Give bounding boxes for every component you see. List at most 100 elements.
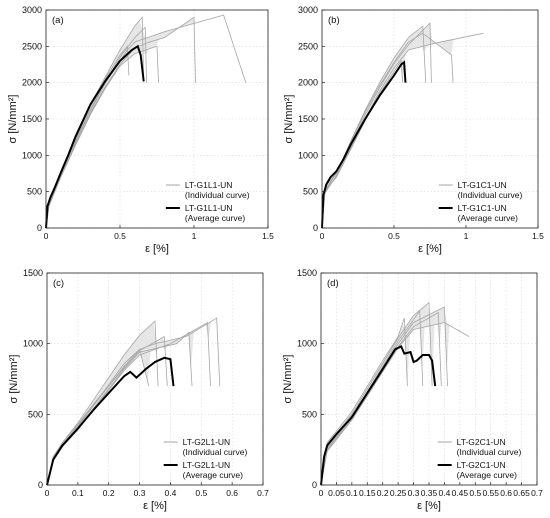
panel-label: (b) — [328, 15, 340, 26]
x-tick-label: 0.25 — [390, 488, 407, 498]
legend-description-average: (Average curve) — [185, 213, 245, 223]
y-tick-label: 0 — [312, 480, 317, 490]
panel-d: 0 0.05 0.1 0.15 0.2 0.25 0.3 0.35 0.4 0.45 0.5 0.55… — [282, 268, 543, 512]
x-tick-label: 0 — [320, 231, 325, 241]
x-tick-label: 0.55 — [482, 488, 499, 498]
x-tick-label: 1.5 — [262, 231, 274, 241]
average-curve — [320, 345, 437, 486]
individual-curve — [320, 306, 448, 486]
y-tick-label: 1500 — [22, 114, 42, 124]
x-tick-label: 1 — [192, 231, 197, 241]
average-curve — [321, 60, 407, 229]
y-tick-label: 1000 — [298, 150, 318, 160]
x-tick-label: 0.5 — [195, 488, 207, 498]
x-axis-label: ε [%] — [417, 500, 441, 512]
y-tick-label: 500 — [28, 409, 43, 419]
x-tick-label: 0.4 — [165, 488, 177, 498]
x-tick-label: 0.45 — [452, 488, 469, 498]
individual-curve — [45, 45, 130, 229]
legend-label-individual: LT-G2L1-UN — [183, 437, 231, 447]
x-tick-label: 0.3 — [134, 488, 146, 498]
panel-label: (c) — [53, 278, 64, 289]
legend-label-average: LT-G2C1-UN — [457, 460, 506, 470]
x-axis-label: ε [%] — [143, 500, 167, 512]
individual-curve — [321, 32, 454, 229]
x-tick-label: 0.35 — [421, 488, 438, 498]
y-tick-label: 1000 — [297, 339, 317, 349]
panel-b: 0 0.5 1 1.5 0 500 1000 1500 2000 2500 3000 (b) ε [%]… — [283, 5, 544, 255]
legend-label-average: LT-G1L1-UN — [185, 203, 233, 213]
panel-a: 0 0.5 1 1.5 0 500 1000 1500 2000 2500 3000 (a) ε [%]… — [7, 5, 274, 255]
y-axis-label: σ [N/mm²] — [8, 355, 20, 404]
legend-label-average: LT-G2L1-UN — [183, 460, 231, 470]
x-tick-label: 0.7 — [257, 488, 269, 498]
average-curve — [46, 356, 175, 486]
x-tick-label: 1 — [464, 231, 469, 241]
x-tick-label: 0.1 — [346, 488, 358, 498]
x-tick-label: 0.2 — [377, 488, 389, 498]
envelope-fill — [321, 304, 470, 485]
legend-label-average: LT-G1C1-UN — [458, 203, 507, 213]
envelope-fill — [47, 319, 220, 485]
x-tick-label: 0.1 — [72, 488, 84, 498]
y-tick-label: 1500 — [297, 268, 317, 278]
x-tick-label: 0.15 — [359, 488, 376, 498]
individual-curve — [46, 335, 168, 486]
x-axis-label: ε [%] — [145, 243, 169, 255]
x-tick-label: 0 — [45, 488, 50, 498]
legend-description-average: (Average curve) — [458, 213, 518, 223]
x-tick-label: 0.4 — [439, 488, 451, 498]
x-tick-label: 0.6 — [500, 488, 512, 498]
individual-curve — [321, 59, 403, 229]
y-tick-label: 3000 — [298, 5, 318, 15]
y-axis-label: σ [N/mm²] — [283, 95, 295, 144]
y-tick-label: 500 — [27, 187, 42, 197]
individual-curve — [321, 22, 432, 229]
legend-description-individual: (Individual curve) — [183, 447, 248, 457]
individual-curve — [321, 32, 484, 229]
y-tick-label: 0 — [37, 223, 42, 233]
x-tick-label: 0.05 — [328, 488, 345, 498]
legend-description-individual: (Individual curve) — [185, 190, 250, 200]
axes-frame — [46, 272, 264, 486]
y-tick-label: 0 — [38, 480, 43, 490]
y-tick-label: 1500 — [298, 114, 318, 124]
y-tick-label: 2000 — [298, 78, 318, 88]
individual-curve — [320, 301, 433, 486]
legend-description-individual: (Individual curve) — [457, 447, 522, 457]
x-tick-label: 0.2 — [103, 488, 115, 498]
y-tick-label: 2500 — [22, 41, 42, 51]
y-tick-label: 0 — [313, 223, 318, 233]
y-tick-label: 1000 — [23, 339, 43, 349]
y-tick-label: 500 — [302, 409, 317, 419]
x-tick-label: 0.3 — [408, 488, 420, 498]
individual-curve — [321, 25, 427, 229]
x-tick-label: 0.65 — [513, 488, 530, 498]
legend-description-average: (Average curve) — [183, 470, 243, 480]
legend-description-average: (Average curve) — [457, 470, 517, 480]
x-tick-label: 1.5 — [532, 231, 544, 241]
individual-curve — [320, 318, 408, 486]
individual-curve — [45, 45, 159, 229]
legend-label-individual: LT-G1C1-UN — [458, 180, 507, 190]
y-tick-label: 1000 — [22, 150, 42, 160]
x-tick-label: 0.7 — [531, 488, 543, 498]
individual-curve — [320, 322, 470, 486]
panel-label: (a) — [52, 15, 64, 26]
y-tick-label: 1500 — [23, 268, 43, 278]
x-tick-label: 0.5 — [388, 231, 400, 241]
y-tick-label: 3000 — [22, 5, 42, 15]
panel-c: 0 0.1 0.2 0.3 0.4 0.5 0.6 0.7 0 500 1000 1500 (c) ε [… — [8, 268, 269, 512]
y-axis-label: σ [N/mm²] — [282, 355, 294, 404]
average-curve — [45, 44, 145, 229]
x-axis-label: ε [%] — [418, 243, 442, 255]
x-tick-label: 0.5 — [469, 488, 481, 498]
y-axis-label: σ [N/mm²] — [7, 95, 19, 144]
x-tick-label: 0 — [44, 231, 49, 241]
x-tick-label: 0 — [319, 488, 324, 498]
y-tick-label: 500 — [303, 187, 318, 197]
legend-description-individual: (Individual curve) — [458, 190, 523, 200]
individual-curve — [46, 348, 150, 486]
legend-label-individual: LT-G1L1-UN — [185, 180, 233, 190]
